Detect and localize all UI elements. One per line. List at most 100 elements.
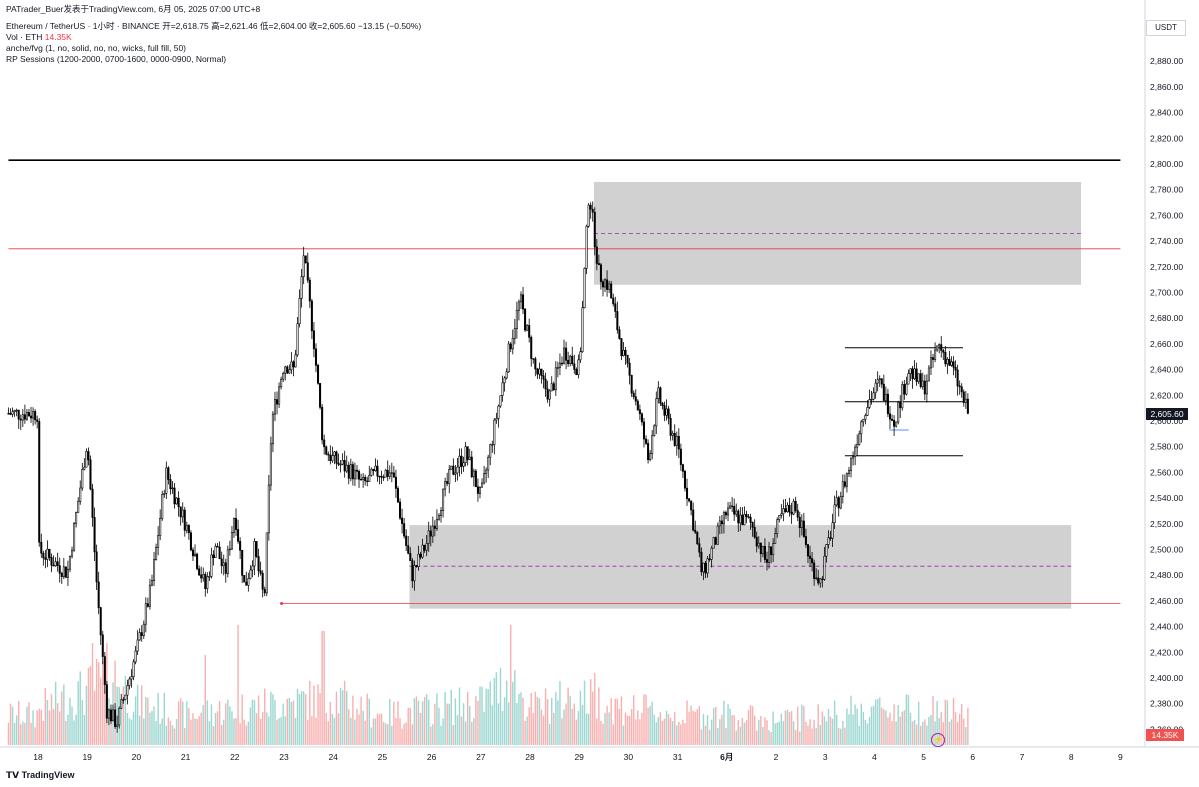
candle-up bbox=[333, 451, 336, 456]
volume-bar bbox=[946, 700, 949, 745]
volume-bar bbox=[446, 703, 448, 745]
candle-down bbox=[366, 480, 369, 483]
volume-bar bbox=[874, 699, 877, 745]
volume-bar bbox=[585, 713, 588, 745]
candle-down bbox=[683, 471, 686, 489]
price-tick-label: 2,780.00 bbox=[1150, 185, 1183, 195]
candle-down bbox=[237, 529, 240, 542]
volume-bar bbox=[419, 712, 422, 745]
volume-bar bbox=[206, 700, 209, 745]
candle-up bbox=[845, 473, 848, 487]
volume-bar bbox=[643, 694, 645, 745]
volume-bar bbox=[409, 707, 411, 745]
candle-down bbox=[624, 349, 627, 356]
symbol-line[interactable]: Ethereum / TetherUS · 1小时 · BINANCE 开=2,… bbox=[6, 21, 422, 31]
candle-down bbox=[50, 557, 53, 566]
candle-down bbox=[843, 481, 846, 487]
volume-bar bbox=[120, 704, 122, 745]
volume-bar bbox=[501, 711, 504, 745]
volume-bar bbox=[743, 722, 746, 745]
volume-bar bbox=[932, 695, 934, 745]
candle-up bbox=[929, 357, 932, 369]
volume-bar bbox=[81, 700, 83, 745]
candle-up bbox=[280, 378, 283, 388]
volume-bar bbox=[924, 719, 926, 745]
lightning-icon[interactable]: ⚡ bbox=[931, 733, 945, 747]
candle-down bbox=[189, 532, 192, 551]
candle-up bbox=[569, 355, 572, 365]
volume-bar bbox=[38, 708, 40, 745]
volume-bar bbox=[768, 730, 770, 745]
candle-up bbox=[827, 537, 830, 545]
volume-bar bbox=[575, 719, 578, 745]
candle-up bbox=[435, 518, 438, 529]
volume-bar bbox=[155, 721, 157, 745]
candle-down bbox=[403, 523, 406, 537]
candle-down bbox=[794, 501, 797, 511]
candle-up bbox=[946, 358, 949, 365]
candle-up bbox=[230, 532, 233, 550]
volume-bar bbox=[801, 704, 803, 745]
candle-up bbox=[878, 378, 881, 381]
volume-bar bbox=[210, 704, 213, 745]
volume-bar bbox=[182, 701, 184, 745]
candle-down bbox=[317, 364, 320, 384]
time-tick-label: 3 bbox=[823, 752, 828, 762]
horizontal-lines bbox=[8, 159, 1121, 605]
volume-bar bbox=[797, 706, 799, 745]
volume-bar bbox=[9, 703, 12, 745]
candle-up bbox=[448, 469, 451, 484]
volume-bar bbox=[432, 724, 434, 745]
candle-up bbox=[761, 545, 764, 555]
volume-bar bbox=[825, 721, 828, 745]
candle-up bbox=[774, 533, 777, 544]
candle-down bbox=[880, 378, 883, 385]
candle-up bbox=[550, 383, 553, 392]
volume-bar bbox=[18, 700, 20, 745]
candle-down bbox=[44, 557, 47, 560]
volume-bar bbox=[526, 716, 528, 745]
volume-bar bbox=[44, 688, 47, 745]
volume-bar bbox=[452, 725, 455, 745]
price-tick-label: 2,540.00 bbox=[1150, 493, 1183, 503]
currency-selector[interactable]: USDT bbox=[1146, 20, 1186, 36]
volume-bar bbox=[458, 687, 461, 745]
volume-bar bbox=[782, 721, 785, 745]
volume-indicator-line[interactable]: Vol · ETH 14.35K bbox=[6, 32, 72, 43]
volume-bar bbox=[134, 696, 137, 745]
time-axis[interactable]: 18 19 20 21 22 23 24 25 26 27 28 29 30 31 6月 2 3 4 5 6 7 8 9 bbox=[33, 752, 1123, 762]
volume-bar bbox=[879, 697, 881, 745]
price-tick-label: 2,380.00 bbox=[1150, 699, 1183, 709]
candle-down bbox=[688, 498, 691, 502]
volume-bar bbox=[276, 719, 278, 745]
volume-bar bbox=[803, 706, 805, 745]
candle-down bbox=[140, 632, 143, 636]
volume-bar bbox=[938, 717, 940, 745]
volume-bar bbox=[546, 699, 549, 745]
price-axis[interactable]: 2,360.002,380.002,400.002,420.002,440.00… bbox=[1150, 56, 1183, 734]
fvg-indicator-line[interactable]: anche/fvg (1, no, solid, no, no, wicks, … bbox=[6, 43, 187, 53]
volume-bar bbox=[384, 723, 387, 745]
volume-bar bbox=[831, 718, 834, 745]
volume-bar bbox=[161, 718, 163, 745]
candle-up bbox=[66, 568, 69, 578]
volume-bar bbox=[589, 679, 592, 745]
volume-bar bbox=[231, 711, 233, 745]
candle-down bbox=[405, 535, 408, 546]
volume-bar bbox=[950, 719, 953, 745]
volume-bar bbox=[760, 716, 762, 745]
candle-down bbox=[962, 391, 965, 403]
sessions-indicator-line[interactable]: RP Sessions (1200-2000, 0700-1600, 0000-… bbox=[6, 54, 227, 64]
candle-up bbox=[497, 405, 500, 419]
volume-bar bbox=[397, 701, 399, 745]
candle-up bbox=[253, 541, 256, 567]
candle-up bbox=[511, 337, 514, 350]
volume-indicator-label: Vol · ETH bbox=[6, 32, 43, 42]
volume-bar bbox=[596, 718, 598, 745]
volume-bar bbox=[153, 706, 155, 745]
candle-up bbox=[134, 650, 137, 663]
volume-bar bbox=[423, 697, 426, 745]
candle-up bbox=[226, 549, 229, 574]
volume-bar bbox=[469, 705, 471, 745]
